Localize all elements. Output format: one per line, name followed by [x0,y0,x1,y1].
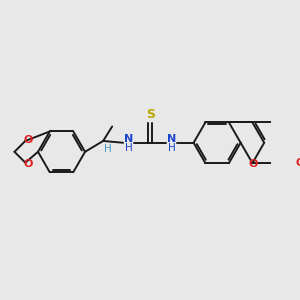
Text: O: O [23,159,33,169]
Text: N: N [167,134,176,144]
Text: O: O [296,158,300,168]
Text: H: H [168,143,176,153]
Text: S: S [146,108,155,121]
Text: O: O [249,159,258,169]
Text: N: N [124,134,133,144]
Text: H: H [104,144,112,154]
Text: H: H [124,143,132,153]
Text: O: O [23,135,33,145]
